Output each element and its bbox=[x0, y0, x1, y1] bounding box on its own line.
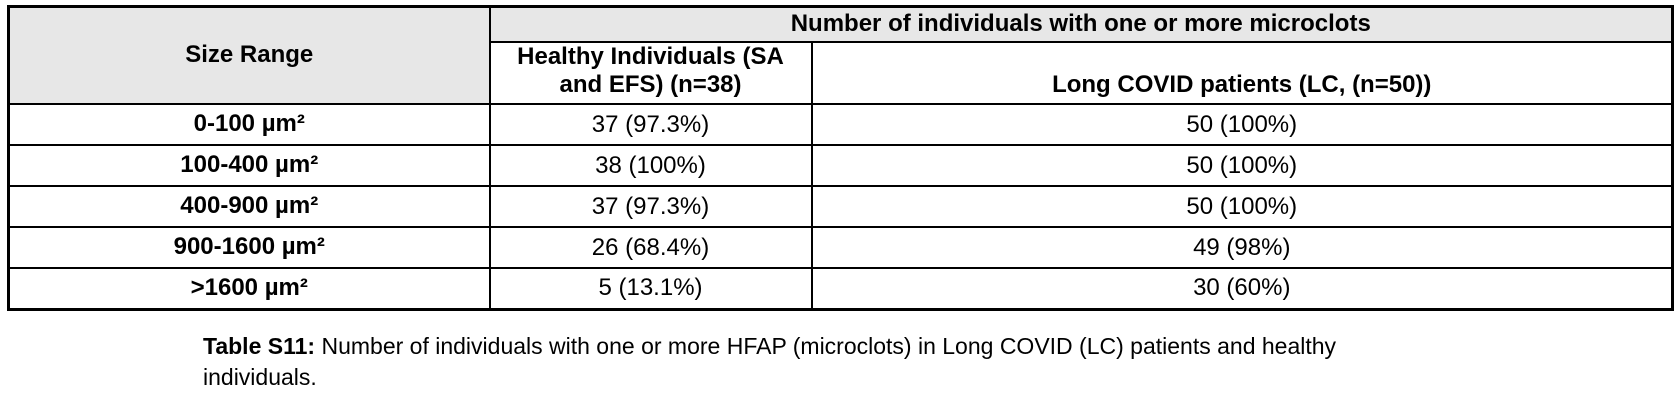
size-range-cell: 0-100 µm² bbox=[7, 103, 491, 147]
header-row-sub: Healthy Individuals (SA and EFS) (n=38) … bbox=[9, 40, 1674, 106]
healthy-value-cell: 38 (100%) bbox=[488, 144, 813, 188]
table-caption: Table S11: Number of individuals with on… bbox=[203, 331, 1418, 393]
lc-value-cell: 30 (60%) bbox=[810, 267, 1674, 311]
healthy-value-cell: 26 (68.4%) bbox=[488, 226, 813, 270]
healthy-value-cell: 5 (13.1%) bbox=[488, 267, 813, 311]
lc-value-cell: 50 (100%) bbox=[810, 103, 1674, 147]
size-range-cell: >1600 µm² bbox=[7, 267, 491, 311]
size-range-cell: 900-1600 µm² bbox=[7, 226, 491, 270]
span-header: Number of individuals with one or more m… bbox=[488, 5, 1674, 43]
lc-value-cell: 50 (100%) bbox=[810, 185, 1674, 229]
healthy-value-cell: 37 (97.3%) bbox=[488, 185, 813, 229]
size-range-header: Size Range bbox=[7, 5, 491, 106]
header-row-top: Size Range Number of individuals with on… bbox=[7, 5, 1674, 106]
lc-column-header: Long COVID patients (LC, (n=50)) bbox=[810, 40, 1674, 106]
table-row: 0-100 µm² 37 (97.3%) 50 (100%) bbox=[7, 103, 1674, 147]
results-table: Size Range Number of individuals with on… bbox=[7, 5, 1675, 311]
table-row: 900-1600 µm² 26 (68.4%) 49 (98%) bbox=[7, 226, 1674, 270]
lc-value-cell: 50 (100%) bbox=[810, 144, 1674, 188]
size-range-cell: 400-900 µm² bbox=[7, 185, 491, 229]
healthy-value-cell: 37 (97.3%) bbox=[488, 103, 813, 147]
table-row: >1600 µm² 5 (13.1%) 30 (60%) bbox=[7, 267, 1674, 311]
healthy-column-header: Healthy Individuals (SA and EFS) (n=38) bbox=[488, 40, 813, 106]
caption-text: Number of individuals with one or more H… bbox=[203, 333, 1337, 390]
table-row: 400-900 µm² 37 (97.3%) 50 (100%) bbox=[7, 185, 1674, 229]
lc-value-cell: 49 (98%) bbox=[810, 226, 1674, 270]
size-range-cell: 100-400 µm² bbox=[7, 144, 491, 188]
table-row: 100-400 µm² 38 (100%) 50 (100%) bbox=[7, 144, 1674, 188]
caption-label: Table S11: bbox=[203, 333, 316, 359]
